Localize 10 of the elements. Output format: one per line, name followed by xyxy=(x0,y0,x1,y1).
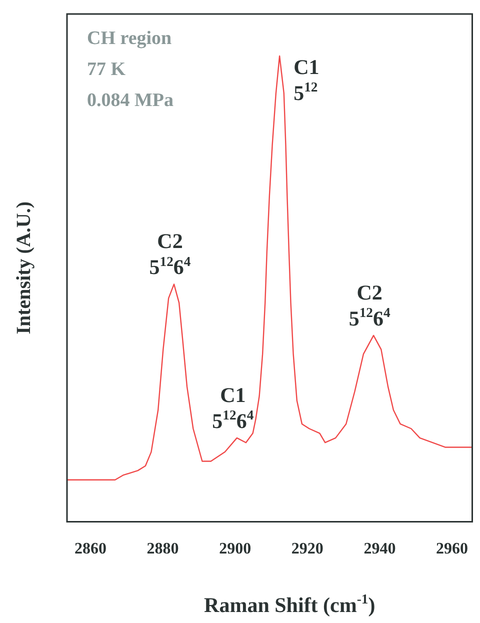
x-tick-label: 2900 xyxy=(219,540,252,558)
annotation: 77 K xyxy=(87,59,126,80)
x-tick-label: 2940 xyxy=(364,540,396,558)
x-tick-label: 2880 xyxy=(146,540,179,558)
annotation: 0.084 MPa xyxy=(87,90,174,111)
x-tick-label: 2860 xyxy=(74,540,106,558)
x-tick-label: 2920 xyxy=(291,540,324,558)
x-tick-label: 2960 xyxy=(436,540,468,558)
text: CH region xyxy=(87,28,172,49)
y-axis-title: Intensity (A.U.) xyxy=(13,202,35,334)
